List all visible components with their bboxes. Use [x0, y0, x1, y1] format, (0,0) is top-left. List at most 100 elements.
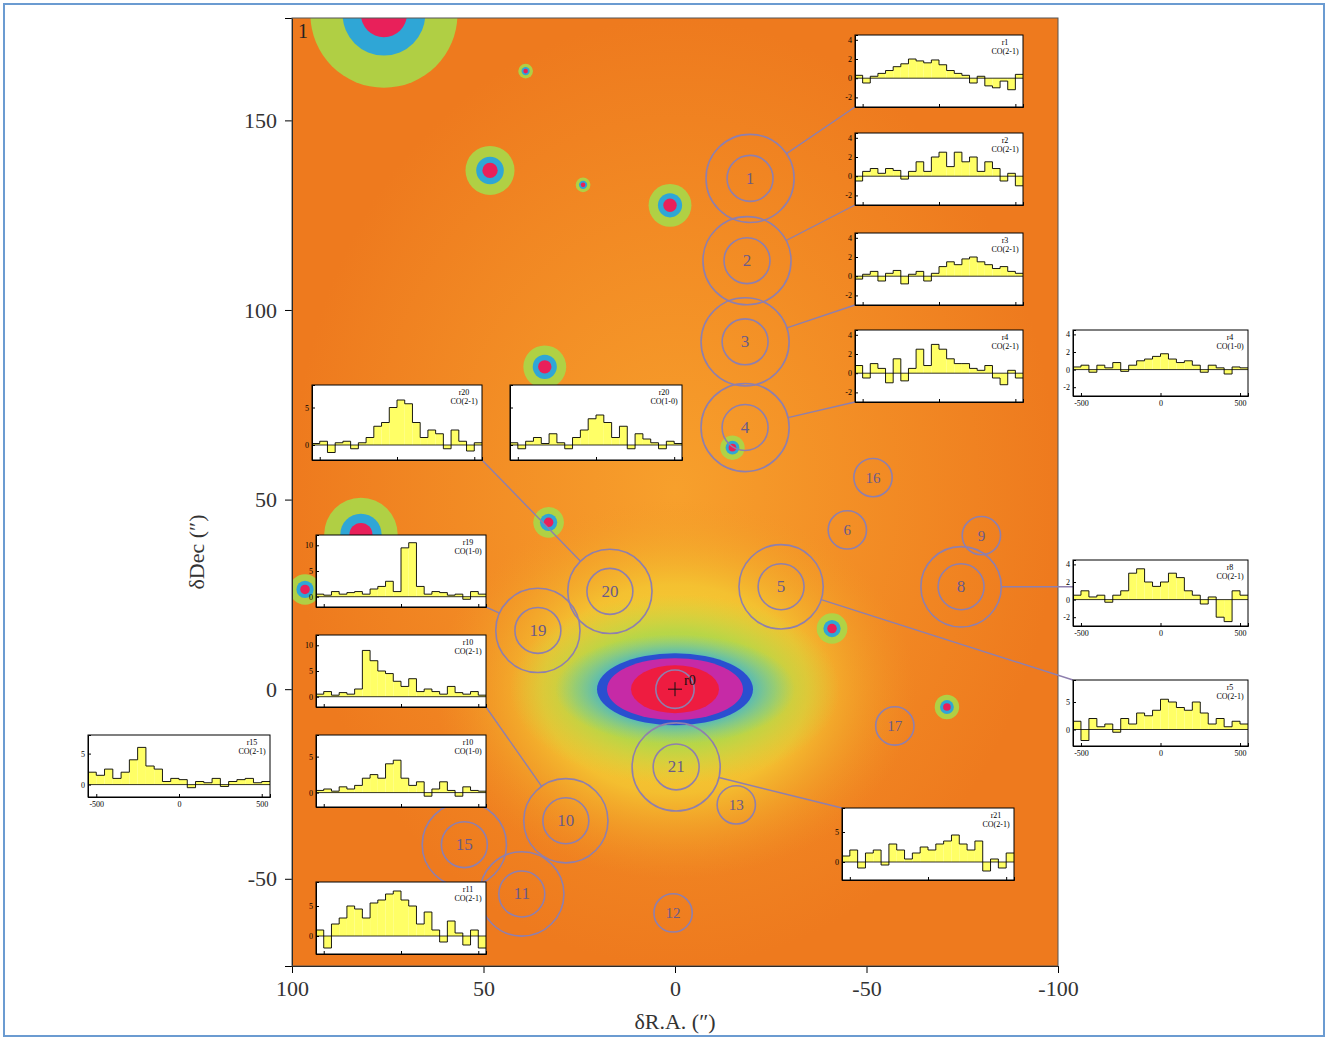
spectrum-bar — [401, 900, 409, 936]
spectrum-bar — [985, 78, 993, 86]
inset-subtitle: CO(1-0) — [454, 547, 481, 556]
spectrum-bar — [855, 366, 863, 374]
label-patch — [237, 737, 266, 757]
region-circle — [515, 607, 561, 653]
axis: -2024 — [845, 331, 858, 403]
spectrum-bar — [565, 445, 573, 449]
spectrum-bar — [1137, 713, 1145, 730]
leader-line — [486, 707, 542, 786]
spectrum-bar — [1081, 730, 1089, 741]
star-core — [361, 18, 407, 37]
tick: 0 — [1159, 393, 1163, 408]
inset-background — [842, 808, 1014, 880]
tick-label: 0 — [848, 172, 852, 181]
spectrum-bar — [931, 60, 939, 78]
star-ring — [579, 181, 587, 189]
region-circle — [587, 568, 633, 614]
spectrum-bar — [1129, 365, 1137, 369]
spectrum-bar — [409, 679, 417, 697]
spectrum-bar — [842, 856, 850, 862]
spectrum-bar — [1145, 582, 1153, 600]
spectrum-inset: 05-5000500r15CO(2-1) — [81, 735, 271, 809]
inset-background — [510, 385, 682, 460]
inset-labels: r20CO(2-1) — [449, 387, 478, 407]
spectrum-bar — [378, 671, 386, 697]
tick-label: 500 — [1235, 399, 1247, 408]
spectrum-data — [510, 415, 682, 449]
spectrum-bar — [905, 859, 913, 862]
spectrum-bar — [985, 162, 993, 176]
tick: -2 — [1063, 383, 1076, 392]
spectrum-bar — [121, 772, 129, 784]
inset-title: r15 — [247, 738, 258, 747]
spectrum-bar — [424, 912, 432, 936]
tick: 100 — [244, 298, 292, 323]
tick-label: 4 — [848, 331, 852, 340]
tick-label: -50 — [248, 866, 277, 891]
inset-labels: r19CO(1-0) — [453, 537, 482, 557]
spectrum-bar — [873, 850, 881, 862]
tick-mark — [285, 500, 292, 501]
star-ring — [658, 193, 682, 217]
tick: -500 — [89, 794, 104, 809]
spectrum-bar — [863, 373, 871, 378]
spectrum-bar — [1006, 853, 1014, 862]
spectrum-bar — [1216, 719, 1224, 730]
star-halo — [817, 613, 848, 644]
zero-line — [855, 276, 1023, 277]
tick: 4 — [848, 234, 858, 243]
spectrum-bar — [1216, 600, 1224, 618]
label-patch — [649, 387, 678, 407]
label-patch — [990, 235, 1019, 255]
spectrum-bar — [347, 906, 355, 936]
spectrum-bar — [1097, 365, 1105, 369]
inset-title: r19 — [463, 538, 474, 547]
axis: -5000500 — [89, 794, 271, 809]
spectrum-bar — [179, 780, 187, 785]
star-core — [482, 163, 497, 178]
spectrum-bar — [378, 586, 386, 596]
spectrum-bar — [113, 778, 121, 784]
region-outer-circle — [480, 852, 564, 936]
tick-label: -2 — [845, 388, 852, 397]
spectrum-bar — [327, 445, 335, 453]
spectrum-bar — [855, 176, 863, 181]
tick: 2 — [848, 55, 858, 64]
inset-labels: r5CO(2-1) — [1215, 682, 1244, 702]
inset-title: r21 — [991, 811, 1002, 820]
zero-line — [312, 445, 482, 446]
region-outer-circle — [422, 803, 506, 887]
spectrum-bar — [977, 262, 985, 276]
tick: 4 — [1066, 560, 1076, 569]
spectrum-bar — [916, 162, 924, 176]
spectrum-bar — [1113, 363, 1121, 370]
spectrum-bar — [596, 415, 604, 445]
spectrum-bar — [985, 265, 993, 277]
spectrum-bar — [588, 419, 596, 445]
zero-line — [842, 862, 1014, 863]
star-halo — [465, 146, 514, 195]
leader-line — [486, 607, 499, 613]
spectrum-bar — [382, 423, 390, 446]
inset-labels: r20CO(1-0) — [649, 387, 678, 407]
inset-subtitle: CO(2-1) — [454, 647, 481, 656]
axis: -5000500 — [1074, 393, 1249, 408]
region-label: r0 — [684, 673, 696, 688]
spectrum-bar — [1153, 710, 1161, 729]
region-label: 11 — [514, 884, 530, 903]
axis-line — [511, 386, 514, 461]
spectrum-bar — [908, 171, 916, 176]
spectrum-bar — [975, 841, 983, 862]
spectrum-bar — [401, 778, 409, 792]
region-circle — [828, 511, 866, 549]
tick: -500 — [1074, 623, 1089, 638]
galaxy-emission — [597, 653, 753, 725]
tick-label: -500 — [1074, 629, 1089, 638]
tick: 0 — [305, 441, 315, 450]
label-patch — [990, 135, 1019, 155]
spectrum-line — [855, 59, 1023, 90]
spectrum-data — [1073, 699, 1248, 740]
star-ring — [940, 700, 954, 714]
inset-labels: r15CO(2-1) — [237, 737, 266, 757]
tick: 0 — [848, 369, 858, 378]
